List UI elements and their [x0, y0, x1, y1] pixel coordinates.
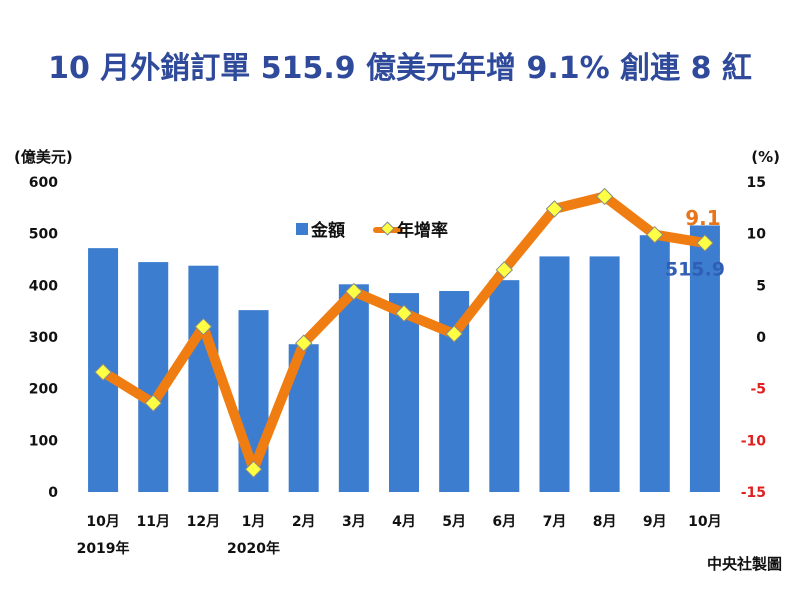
right-tick-label: 0 — [756, 330, 766, 346]
left-axis-unit: (億美元) — [14, 148, 73, 166]
year-labels: 2019年 2020年 — [77, 540, 280, 557]
bar — [389, 293, 419, 492]
line-point — [244, 460, 263, 478]
right-axis-unit: (%) — [751, 148, 780, 166]
right-tick-label: -5 — [750, 382, 766, 398]
legend-line-label: 年增率 — [397, 220, 448, 241]
x-tick-label: 10月 — [86, 514, 119, 530]
x-tick-label: 7月 — [543, 514, 567, 530]
right-tick-label: 10 — [747, 227, 767, 243]
x-tick-label: 5月 — [442, 514, 466, 530]
bar — [489, 280, 520, 492]
x-tick-label: 4月 — [392, 514, 416, 530]
bar — [138, 262, 169, 492]
bar — [639, 235, 670, 492]
line-point — [545, 200, 564, 218]
line-point — [395, 304, 413, 322]
year-label: 2020年 — [227, 540, 280, 557]
line-point — [696, 234, 714, 252]
bar — [338, 284, 369, 492]
legend: 金額 年增率 — [296, 220, 448, 241]
left-tick-label: 200 — [29, 382, 58, 398]
left-tick-label: 600 — [29, 175, 58, 191]
line-point — [194, 317, 213, 336]
line-point — [646, 225, 664, 244]
right-tick-label: 15 — [747, 175, 766, 191]
line-point — [144, 394, 162, 412]
line-point — [595, 187, 614, 206]
x-tick-label: 1月 — [242, 514, 266, 530]
x-tick-label: 10月 — [688, 514, 721, 530]
credit-text: 中央社製圖 — [707, 555, 782, 573]
year-label: 2019年 — [77, 540, 130, 557]
data-label: 9.1 — [685, 206, 720, 230]
left-axis-ticks: 0 100 200 300 400 500 600 — [29, 175, 58, 501]
x-tick-label: 12月 — [187, 514, 220, 530]
left-tick-label: 100 — [29, 433, 58, 449]
line-markers — [94, 187, 714, 478]
data-label: 515.9 — [665, 258, 725, 280]
annotations: 9.1 515.9 — [665, 206, 725, 280]
chart-title: 10 月外銷訂單 515.9 億美元年增 9.1% 創連 8 紅 — [48, 51, 752, 86]
left-tick-label: 400 — [29, 278, 58, 294]
left-tick-label: 300 — [29, 330, 58, 346]
line-point — [445, 325, 463, 343]
left-tick-label: 0 — [48, 485, 58, 501]
line-point — [345, 282, 363, 301]
x-tick-label: 8月 — [593, 514, 617, 530]
x-axis-ticks: 10月 11月 12月 1月 2月 3月 4月 5月 6月 7月 8月 9月 10月 — [86, 514, 721, 530]
bar — [539, 256, 570, 492]
line-point — [294, 334, 313, 352]
right-axis-ticks: 15 10 5 0 -5 -10 -15 — [741, 175, 767, 501]
x-tick-label: 11月 — [136, 514, 169, 530]
legend-marker-swatch — [380, 221, 395, 236]
right-tick-label: -15 — [741, 485, 766, 501]
legend-bar-label: 金額 — [310, 220, 345, 241]
legend-bar-swatch — [296, 223, 308, 235]
right-tick-label: -10 — [741, 433, 767, 449]
right-tick-label: 5 — [756, 278, 766, 294]
x-tick-label: 6月 — [492, 514, 516, 530]
x-tick-label: 2月 — [292, 514, 316, 530]
left-tick-label: 500 — [29, 227, 58, 243]
bar — [188, 265, 219, 492]
bar — [689, 225, 720, 492]
bar-series — [88, 225, 720, 492]
x-tick-label: 9月 — [643, 514, 667, 530]
line-point — [94, 363, 112, 381]
line-point — [495, 261, 514, 279]
x-tick-label: 3月 — [342, 514, 366, 530]
bar — [589, 256, 620, 492]
